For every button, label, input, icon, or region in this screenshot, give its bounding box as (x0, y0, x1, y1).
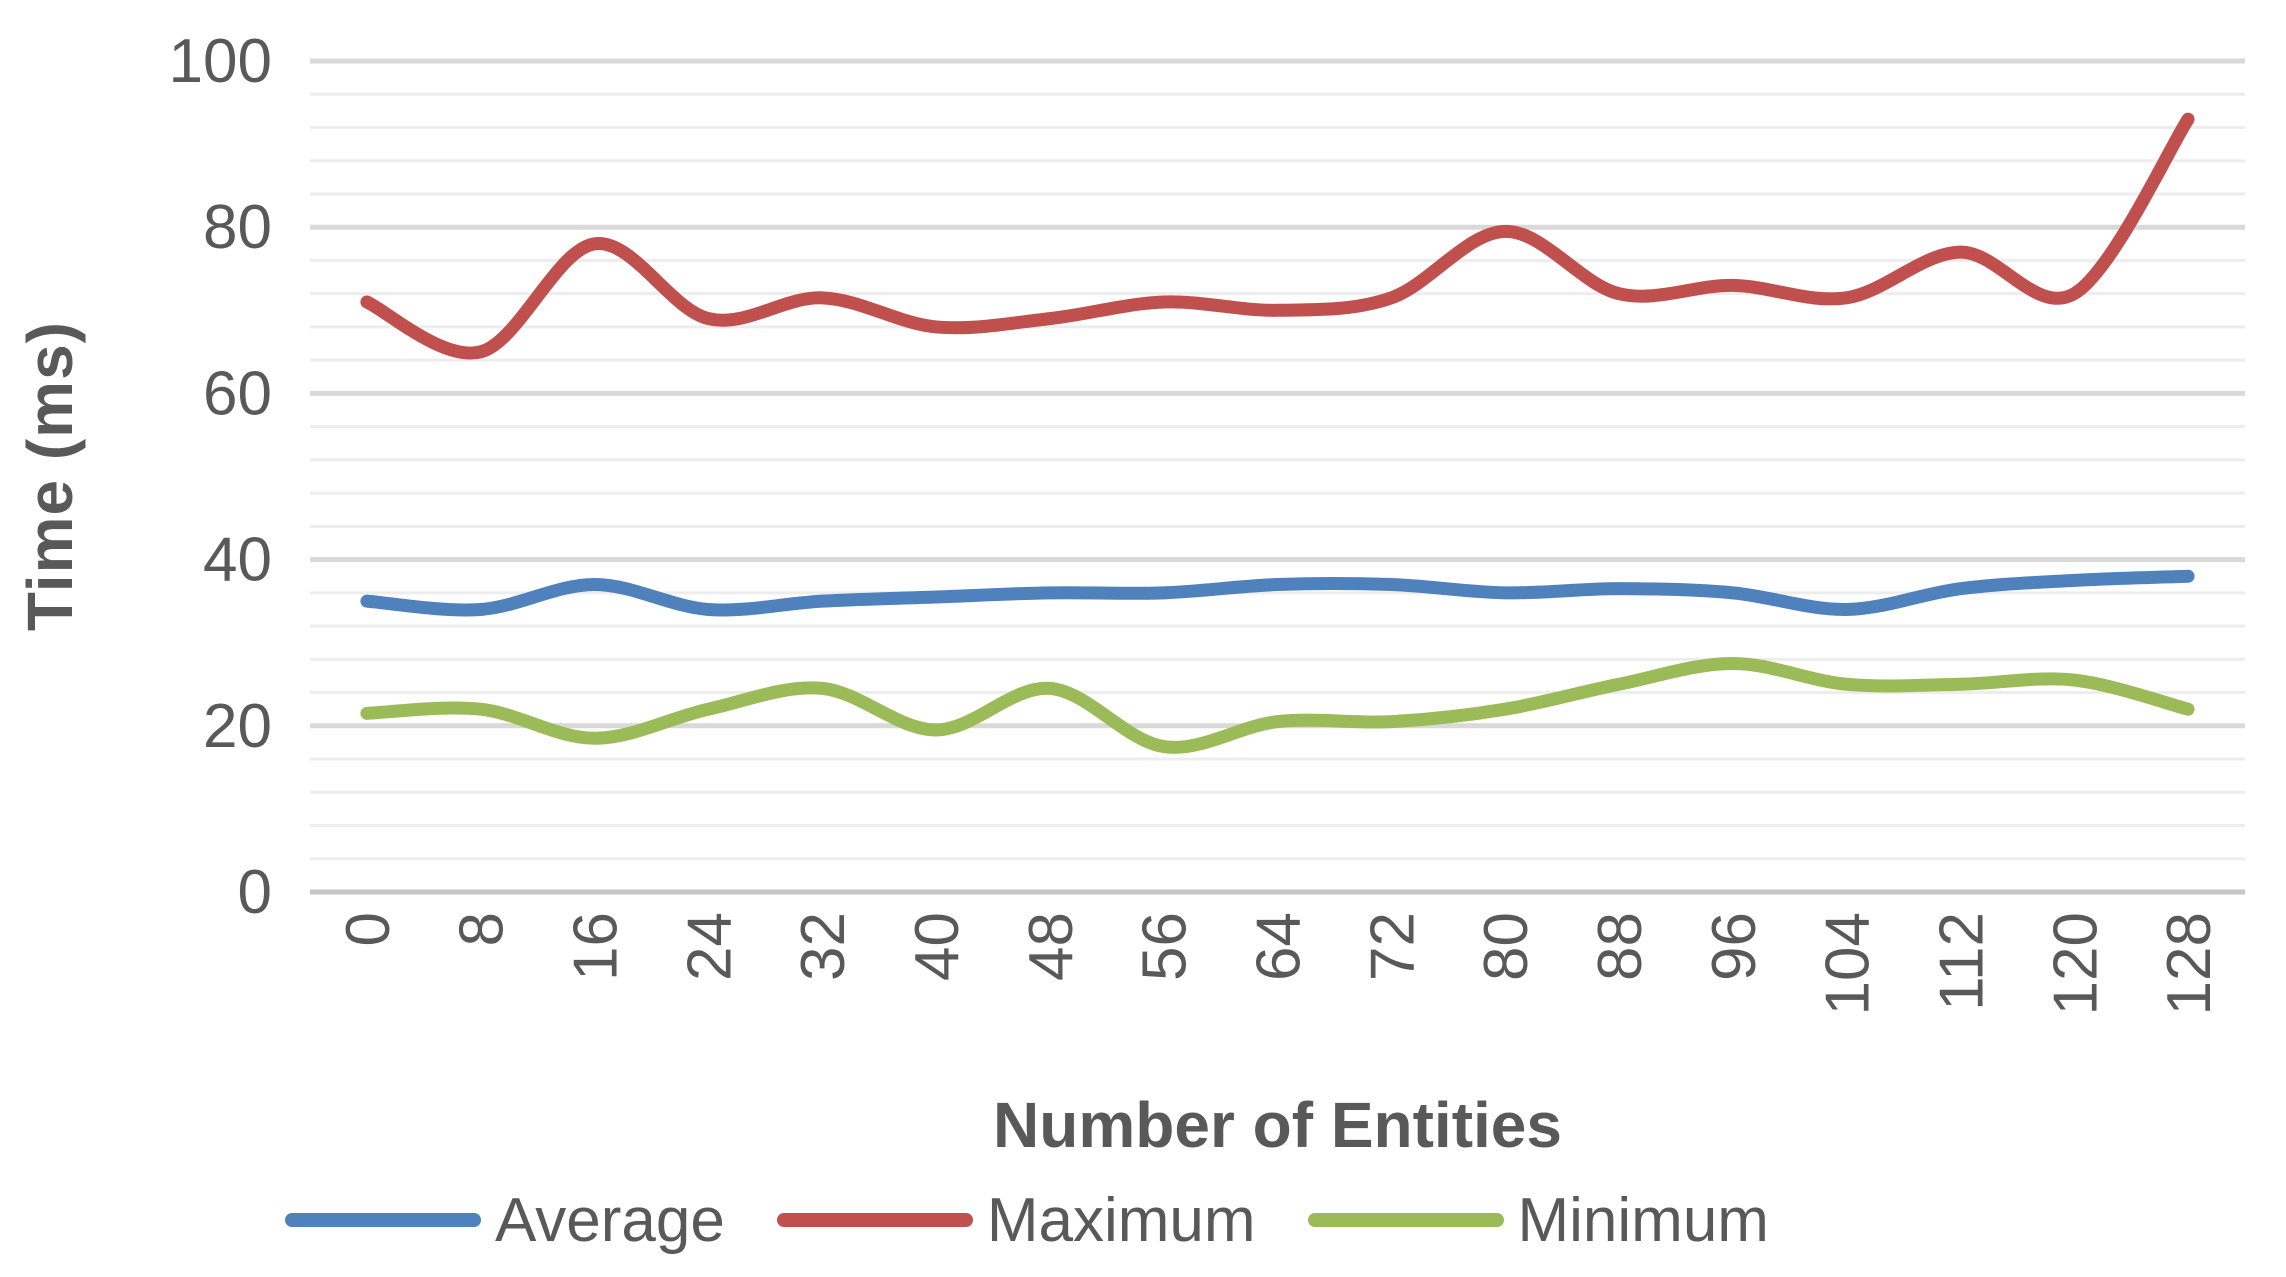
x-tick-label: 72 (1358, 912, 1427, 981)
y-tick-label: 60 (203, 359, 272, 428)
x-tick-label: 88 (1586, 912, 1655, 981)
x-tick-label: 120 (2041, 912, 2110, 1015)
legend: Average Maximum Minimum (285, 1178, 2215, 1262)
legend-label-average: Average (495, 1185, 725, 1255)
x-tick-label: 0 (334, 912, 403, 946)
legend-item-maximum: Maximum (776, 1185, 1256, 1256)
x-tick-label: 96 (1700, 912, 1769, 981)
x-tick-label: 48 (1017, 912, 1086, 981)
y-axis-title-text: Time (ms) (14, 321, 86, 632)
legend-label-maximum: Maximum (986, 1185, 1256, 1255)
legend-label-minimum: Minimum (1517, 1185, 1769, 1255)
minor-gridlines (310, 92, 2245, 861)
x-tick-label: 80 (1472, 912, 1541, 981)
legend-item-minimum: Minimum (1307, 1185, 1769, 1256)
maximum-line-swatch (776, 1213, 973, 1227)
y-tick-label: 40 (203, 526, 272, 595)
x-tick-label: 8 (448, 912, 517, 946)
average-line-swatch (285, 1213, 481, 1227)
x-tick-label: 40 (903, 912, 972, 981)
x-tick-label: 128 (2155, 912, 2224, 1015)
y-axis-title: Time (ms) (8, 61, 92, 892)
x-tick-label: 104 (1814, 912, 1883, 1015)
minimum-line-swatch (1307, 1213, 1504, 1227)
series-line-maximum (360, 112, 2195, 360)
y-axis-tick-labels: 0 20 40 60 80 100 (169, 27, 272, 927)
major-gridlines (310, 58, 2245, 895)
x-tick-label: 16 (562, 912, 631, 981)
series-line-minimum (360, 656, 2195, 754)
series-lines (360, 112, 2195, 754)
x-tick-label: 64 (1245, 912, 1314, 981)
y-tick-label: 20 (203, 692, 272, 761)
x-tick-label: 24 (675, 912, 744, 981)
x-tick-label: 32 (789, 912, 858, 981)
legend-item-average: Average (285, 1185, 725, 1256)
x-axis-title: Number of Entities (993, 1089, 1562, 1161)
series-line-average (360, 569, 2195, 617)
y-tick-label: 0 (238, 858, 272, 927)
x-axis-tick-labels: 0 8 16 24 32 40 48 56 64 72 80 88 96 104 112 120 128 (334, 912, 2224, 1015)
y-tick-label: 80 (203, 193, 272, 262)
x-tick-label: 56 (1131, 912, 1200, 981)
x-tick-label: 112 (1927, 912, 1996, 1011)
y-tick-label: 100 (169, 27, 272, 96)
